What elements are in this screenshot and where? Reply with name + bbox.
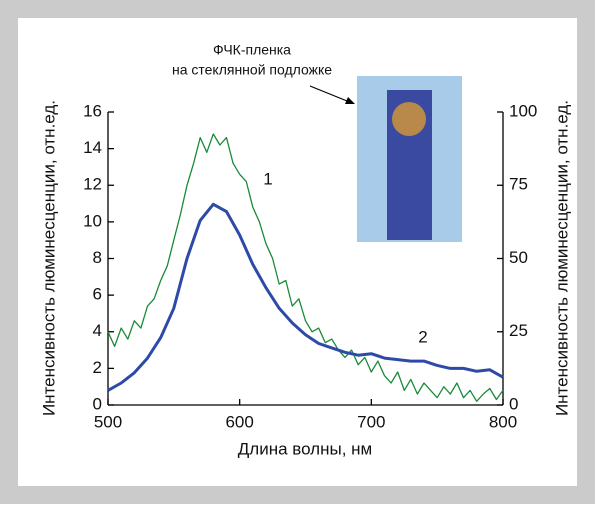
curve-label: 2	[418, 327, 427, 346]
x-tick-label: 800	[489, 412, 517, 431]
y2-tick-label: 0	[509, 394, 518, 413]
y2-axis-label: Интенсивность люминесценции, отн.ед.	[552, 100, 571, 416]
y-tick-label: 8	[93, 248, 102, 267]
curve-label: 1	[263, 169, 272, 188]
y2-tick-label: 25	[509, 321, 528, 340]
y-tick-label: 4	[93, 321, 102, 340]
y-tick-label: 10	[83, 211, 102, 230]
y2-tick-label: 50	[509, 248, 528, 267]
y-tick-label: 14	[83, 138, 102, 157]
y-tick-label: 2	[93, 358, 102, 377]
x-axis-label: Длина волны, нм	[238, 439, 372, 458]
chart: ФЧК-пленка на стеклянной подложке Длина …	[0, 0, 595, 504]
y2-tick-label: 75	[509, 175, 528, 194]
y-tick-label: 6	[93, 285, 102, 304]
y2-tick-label: 100	[509, 101, 537, 120]
y-tick-label: 0	[93, 394, 102, 413]
x-tick-label: 600	[225, 412, 253, 431]
inset-label: ФЧК-пленка	[213, 42, 291, 58]
x-tick-label: 500	[94, 412, 122, 431]
y-tick-label: 12	[83, 175, 102, 194]
y-tick-label: 16	[83, 101, 102, 120]
y-axis-label: Интенсивность люминесценции, отн.ед.	[39, 100, 58, 416]
x-tick-label: 700	[357, 412, 385, 431]
inset-label: на стеклянной подложке	[172, 62, 332, 78]
inset-spot	[392, 102, 426, 136]
